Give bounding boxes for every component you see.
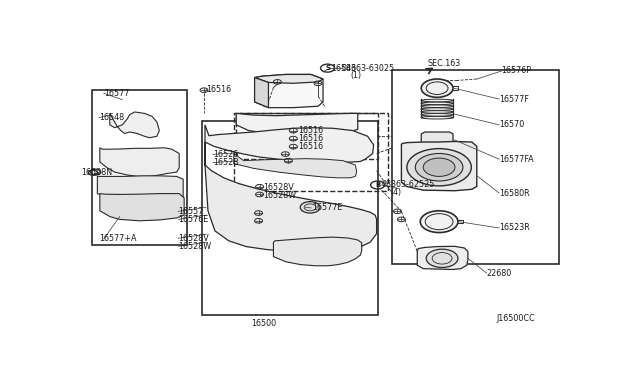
- Text: 16577E: 16577E: [312, 203, 342, 212]
- Bar: [202, 121, 378, 315]
- Text: 16577+A: 16577+A: [99, 234, 136, 243]
- Text: 08363-62525: 08363-62525: [381, 180, 435, 189]
- Text: 16528W: 16528W: [178, 242, 211, 251]
- Polygon shape: [417, 246, 468, 269]
- Polygon shape: [236, 113, 358, 134]
- Text: S: S: [325, 65, 330, 71]
- Text: 16516: 16516: [207, 84, 232, 93]
- Text: 16576P: 16576P: [502, 67, 532, 76]
- Polygon shape: [110, 112, 159, 138]
- Polygon shape: [97, 176, 183, 202]
- Circle shape: [300, 202, 320, 213]
- Circle shape: [423, 158, 455, 176]
- Text: SEC.163: SEC.163: [428, 59, 460, 68]
- Circle shape: [420, 211, 458, 232]
- Ellipse shape: [421, 102, 453, 105]
- Text: 16526: 16526: [213, 150, 238, 159]
- Polygon shape: [255, 74, 323, 83]
- Text: 16576E: 16576E: [178, 215, 209, 224]
- Bar: [234, 113, 388, 191]
- Circle shape: [426, 249, 458, 267]
- Text: 16548: 16548: [99, 113, 124, 122]
- Text: 16557: 16557: [178, 207, 204, 216]
- Bar: [455, 220, 463, 223]
- Circle shape: [421, 79, 453, 97]
- Text: 16528W: 16528W: [264, 191, 297, 201]
- Text: 1652B: 1652B: [213, 158, 239, 167]
- Text: 16516: 16516: [298, 142, 323, 151]
- Text: 16580R: 16580R: [499, 189, 530, 198]
- Bar: [392, 70, 559, 264]
- Polygon shape: [205, 142, 376, 254]
- Text: 16577FA: 16577FA: [499, 155, 534, 164]
- Circle shape: [415, 154, 463, 181]
- Polygon shape: [273, 237, 362, 266]
- Text: 16528V: 16528V: [178, 234, 209, 243]
- Text: (4): (4): [390, 187, 401, 197]
- Text: 16546: 16546: [332, 64, 356, 73]
- Ellipse shape: [421, 105, 453, 108]
- Ellipse shape: [421, 99, 453, 102]
- Text: 22680: 22680: [486, 269, 512, 278]
- Ellipse shape: [421, 108, 453, 110]
- Polygon shape: [255, 74, 323, 108]
- Text: 16528V: 16528V: [264, 183, 294, 192]
- Polygon shape: [255, 78, 269, 108]
- Text: 16500: 16500: [251, 318, 276, 328]
- Polygon shape: [234, 154, 356, 178]
- Ellipse shape: [421, 110, 453, 113]
- Bar: [451, 86, 458, 90]
- Polygon shape: [100, 148, 179, 176]
- Text: 08363-63025: 08363-63025: [342, 64, 395, 73]
- Text: 16577F: 16577F: [499, 94, 529, 103]
- Text: B: B: [375, 182, 380, 188]
- Polygon shape: [421, 132, 453, 145]
- Text: (1): (1): [350, 71, 362, 80]
- Polygon shape: [401, 141, 477, 191]
- Text: 16577: 16577: [104, 89, 129, 98]
- Circle shape: [407, 149, 471, 186]
- Text: 16516: 16516: [298, 126, 323, 135]
- Text: J16500CC: J16500CC: [497, 314, 535, 323]
- Polygon shape: [100, 193, 184, 221]
- Text: 16523R: 16523R: [499, 224, 530, 232]
- Bar: [236, 113, 378, 159]
- Polygon shape: [205, 125, 374, 162]
- Text: 16570: 16570: [499, 121, 524, 129]
- Text: 16598N: 16598N: [81, 168, 112, 177]
- Ellipse shape: [421, 113, 453, 116]
- Text: 16516: 16516: [298, 134, 323, 143]
- Bar: [92, 90, 187, 245]
- Ellipse shape: [421, 116, 453, 119]
